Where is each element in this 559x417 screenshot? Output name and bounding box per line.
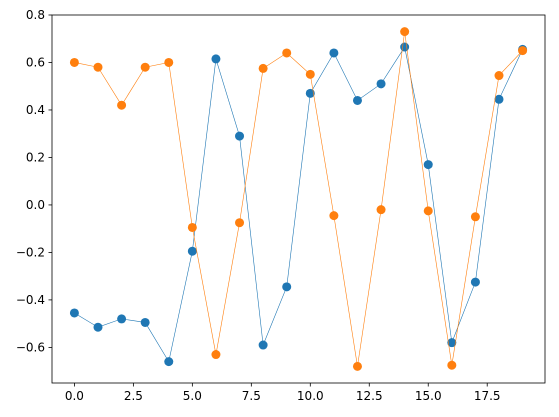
x-tick-label: 15.0 — [415, 389, 442, 403]
x-tick-label: 10.0 — [297, 389, 324, 403]
y-tick-label: 0.4 — [26, 103, 45, 117]
series-0-point — [494, 94, 504, 104]
x-tick-label: 7.5 — [242, 389, 261, 403]
series-0-point — [235, 131, 245, 141]
series-1-point — [352, 361, 362, 371]
y-tick-label: −0.4 — [16, 293, 45, 307]
x-tick-label: 2.5 — [124, 389, 143, 403]
series-1-point — [117, 100, 127, 110]
y-tick-label: −0.6 — [16, 341, 45, 355]
series-1-point — [258, 63, 268, 73]
series-1-point — [518, 46, 528, 56]
series-layer — [69, 27, 528, 371]
x-axis-ticks: 0.0 2.5 5.0 7.5 10.0 12.5 15.0 17.5 — [65, 383, 501, 403]
series-1-point — [211, 350, 221, 360]
y-tick-label: 0.2 — [26, 151, 45, 165]
series-1-point — [187, 222, 197, 232]
y-tick-label: −0.2 — [16, 246, 45, 260]
series-1-point — [329, 211, 339, 221]
axes-layer — [51, 14, 546, 384]
series-1-point — [305, 69, 315, 79]
series-1-point — [470, 212, 480, 222]
y-tick-label: 0.0 — [26, 198, 45, 212]
x-tick-label: 12.5 — [356, 389, 383, 403]
series-0-point — [93, 322, 103, 332]
series-0-point — [352, 95, 362, 105]
series-0-point — [282, 282, 292, 292]
series-1-point — [494, 71, 504, 81]
series-0-point — [211, 54, 221, 64]
y-tick-label: 0.6 — [26, 56, 45, 70]
series-0-point — [329, 48, 339, 58]
series-0-point — [470, 277, 480, 287]
y-tick-label: 0.8 — [26, 8, 45, 22]
x-tick-label: 0.0 — [65, 389, 84, 403]
series-0-point — [187, 246, 197, 256]
series-0-point — [423, 160, 433, 170]
series-0-point — [140, 317, 150, 327]
series-1-point — [376, 205, 386, 215]
x-tick-label: 5.0 — [183, 389, 202, 403]
series-0-point — [400, 42, 410, 52]
series-1-point — [282, 48, 292, 58]
series-1-point — [423, 206, 433, 216]
series-0-point — [447, 338, 457, 348]
series-1-point — [164, 57, 174, 67]
series-0-line — [74, 46, 523, 363]
series-0-point — [258, 340, 268, 350]
x-tick-label: 17.5 — [474, 389, 501, 403]
series-1-point — [235, 218, 245, 228]
series-1-point — [447, 360, 457, 370]
plot-area — [52, 15, 545, 383]
y-axis-ticks: −0.6 −0.4 −0.2 0.0 0.2 0.4 0.6 0.8 — [16, 8, 52, 355]
series-1-point — [93, 62, 103, 72]
series-0-point — [164, 357, 174, 367]
series-0-point — [69, 308, 79, 318]
series-1-point — [140, 62, 150, 72]
series-0-point — [305, 88, 315, 98]
series-1-point — [69, 57, 79, 67]
series-0-point — [117, 314, 127, 324]
series-1-point — [400, 27, 410, 37]
series-0-point — [376, 79, 386, 89]
axes-frame — [51, 14, 546, 384]
